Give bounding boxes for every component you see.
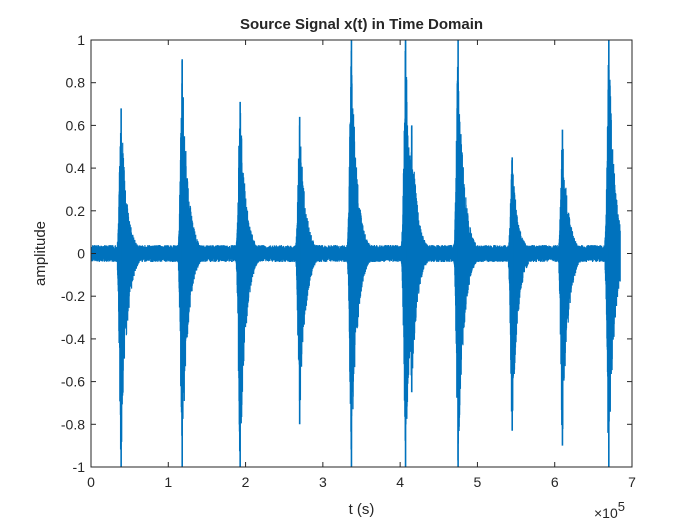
x-tick-label: 2 <box>242 474 250 490</box>
x-tick-label: 4 <box>396 474 404 490</box>
x-scale-base: ×10 <box>594 505 618 521</box>
y-tick-label: 0.6 <box>66 117 86 133</box>
y-tick-label: 0 <box>77 246 85 262</box>
chart-title: Source Signal x(t) in Time Domain <box>240 16 483 33</box>
y-tick-label: 0.2 <box>66 203 86 219</box>
y-tick-label: -0.2 <box>61 288 85 304</box>
tick-labels: 0 1 2 3 4 5 6 7 -1 -0.8 -0.6 -0.4 -0.2 0 0.2 0.4 0.6 0.8 1 <box>61 32 636 490</box>
x-tick-label: 7 <box>628 474 636 490</box>
x-axis-exponent: ×105 <box>594 499 625 521</box>
x-tick-label: 0 <box>87 474 95 490</box>
axes <box>90 39 633 468</box>
y-tick-label: -0.8 <box>61 416 85 432</box>
signal-series <box>91 40 621 467</box>
y-axis-label: amplitude <box>32 221 49 286</box>
x-tick-label: 6 <box>551 474 559 490</box>
y-tick-label: -0.4 <box>61 331 85 347</box>
signal-line <box>91 41 621 461</box>
x-tick-label: 3 <box>319 474 327 490</box>
y-tick-label: 1 <box>77 32 85 48</box>
x-tick-label: 5 <box>474 474 482 490</box>
y-tick-label: 0.8 <box>66 75 86 91</box>
y-tick-label: -1 <box>73 459 86 475</box>
x-axis-label: t (s) <box>349 501 375 518</box>
x-tick-label: 1 <box>164 474 172 490</box>
y-tick-label: 0.4 <box>66 160 86 176</box>
y-tick-label: -0.6 <box>61 374 85 390</box>
x-scale-exponent: 5 <box>618 499 625 514</box>
